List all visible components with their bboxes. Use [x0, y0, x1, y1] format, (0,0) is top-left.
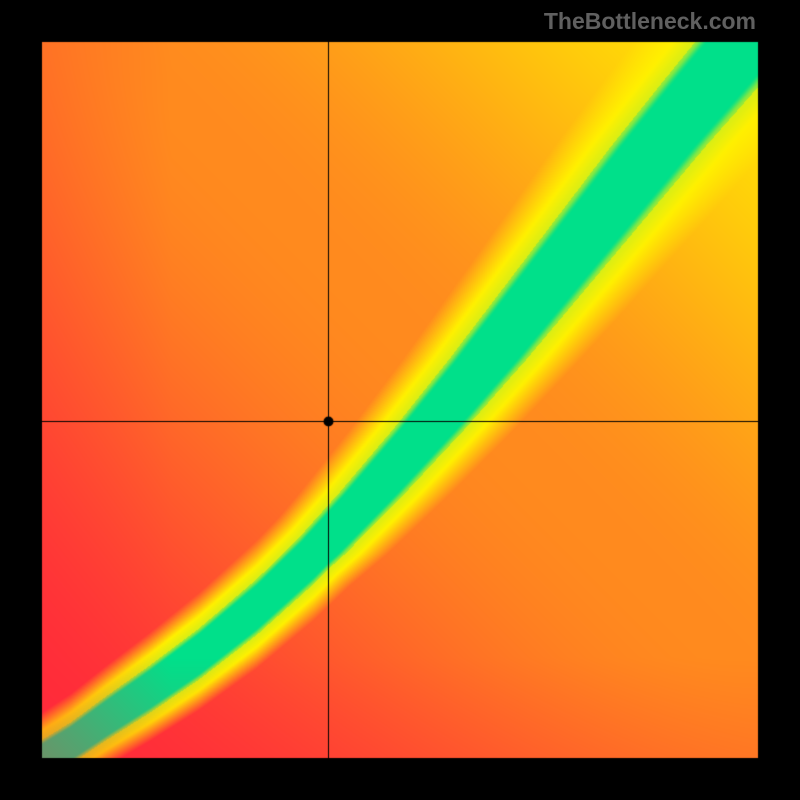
watermark-text: TheBottleneck.com — [544, 8, 756, 35]
bottleneck-heatmap — [0, 0, 800, 800]
chart-container: { "watermark": "TheBottleneck.com", "can… — [0, 0, 800, 800]
